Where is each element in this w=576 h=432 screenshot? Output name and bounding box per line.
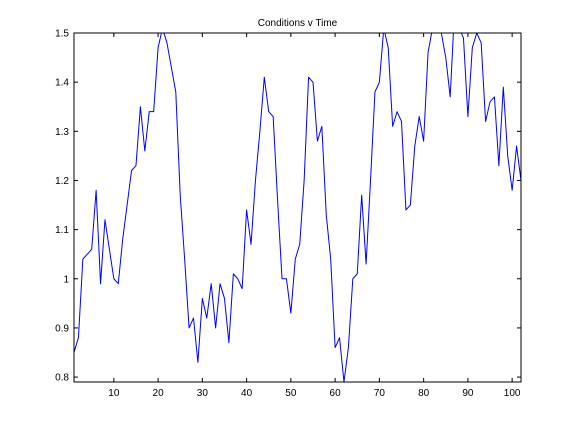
tick-layer: 10 20 30 40 50 60 70 80 90 100 0.8 0.9 1 1.1 1.2 1.3 1.4… [55, 29, 521, 399]
y-tick-label: 1 [63, 274, 69, 285]
y-tick-label: 1.1 [55, 225, 69, 236]
x-tick-label: 80 [418, 388, 430, 399]
x-tick-label: 60 [330, 388, 342, 399]
axes-box [73, 32, 522, 383]
series-layer [74, 33, 521, 382]
y-tick-label: 0.9 [55, 323, 69, 334]
y-tick-label: 1.2 [55, 176, 69, 187]
y-tick-label: 1.5 [55, 29, 69, 40]
x-tick-label: 40 [241, 388, 253, 399]
plot-background [74, 33, 521, 382]
y-tick-label: 0.8 [55, 373, 69, 384]
y-tick-label: 1.4 [55, 78, 69, 89]
x-tick-label: 70 [374, 388, 386, 399]
y-tick-label: 1.3 [55, 127, 69, 138]
x-tick-label: 50 [285, 388, 297, 399]
x-tick-label: 100 [504, 388, 521, 399]
x-tick-label: 10 [108, 388, 120, 399]
x-tick-label: 90 [462, 388, 474, 399]
x-tick-label: 20 [153, 388, 165, 399]
x-tick-label: 30 [197, 388, 209, 399]
chart-title: Conditions v Time [258, 18, 338, 29]
series-line-0 [74, 33, 521, 382]
